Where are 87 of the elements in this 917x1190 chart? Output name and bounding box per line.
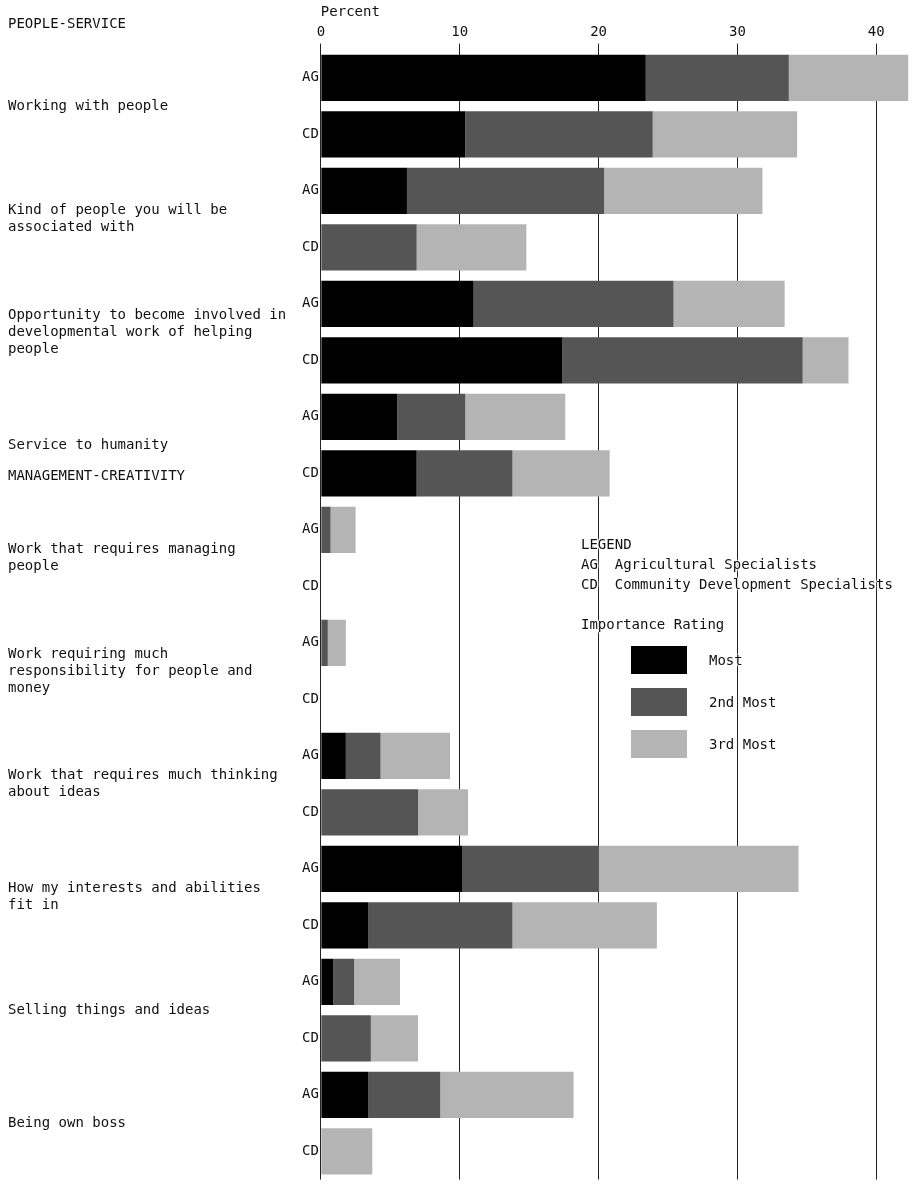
bar [345, 732, 381, 780]
bar [562, 337, 803, 384]
bar [368, 902, 513, 949]
text: Work that requires managing people [8, 540, 236, 574]
y-tick-label: CD [302, 915, 319, 932]
bar [333, 958, 355, 1006]
bar [598, 845, 799, 893]
y-tick-label: AG [302, 1085, 319, 1102]
y-tick-label: CD [302, 463, 319, 480]
bar [321, 1128, 373, 1175]
bar [802, 337, 849, 384]
text: Opportunity to become involved in developmental work of helping people [8, 305, 287, 356]
y-tick-label: CD [302, 689, 319, 706]
bar [321, 789, 419, 836]
bar [321, 450, 417, 497]
bar [330, 506, 356, 554]
bar [512, 450, 610, 497]
y-tick-label: AG [302, 746, 319, 763]
bar [380, 732, 450, 780]
bar [321, 393, 398, 441]
legend-label: 3rd Most [709, 735, 777, 752]
text: Service to humanity [8, 435, 169, 452]
y-tick-label: CD [302, 802, 319, 819]
bar [321, 902, 369, 949]
y-tick-label: AG [302, 859, 319, 876]
bar [321, 280, 474, 328]
text: Being own boss [8, 1113, 127, 1130]
bar [462, 845, 599, 893]
bar [321, 224, 417, 271]
y-tick-label: CD [302, 576, 319, 593]
bar [321, 506, 331, 554]
y-tick-label: AG [302, 972, 319, 989]
bar [321, 111, 466, 158]
bar [416, 224, 527, 271]
bar [327, 619, 346, 667]
bar [465, 111, 653, 158]
text: Work requiring much responsibility for people and money [8, 644, 253, 695]
y-tick-label: AG [302, 68, 319, 85]
legend-label: 2nd Most [709, 693, 777, 710]
bar [321, 619, 328, 667]
x-tick-label: 30 [729, 22, 746, 39]
bar [321, 1015, 371, 1062]
y-tick-label: CD [302, 1141, 319, 1158]
bar [321, 958, 334, 1006]
y-tick-label: AG [302, 294, 319, 311]
bar [321, 54, 646, 102]
text: Work that requires much thinking about ideas [8, 766, 278, 800]
bar [440, 1071, 574, 1119]
bar [354, 958, 401, 1006]
bar [473, 280, 674, 328]
bar [645, 54, 789, 102]
text: Working with people [8, 96, 169, 113]
x-axis-title: Percent [320, 3, 380, 20]
y-tick-label: CD [302, 124, 319, 141]
x-tick-label: 10 [451, 22, 469, 39]
text: Selling things and ideas [8, 1000, 211, 1017]
bar [321, 167, 407, 215]
bar [370, 1015, 419, 1062]
bar [321, 337, 563, 384]
text: Kind of people you will be associated with [8, 201, 228, 235]
bar [397, 393, 466, 441]
bar [416, 450, 513, 497]
bar [652, 111, 798, 158]
text: PEOPLE-SERVICE [8, 14, 127, 31]
bar [321, 1071, 369, 1119]
bar [321, 732, 346, 780]
y-tick-label: AG [302, 181, 319, 198]
y-tick-label: CD [302, 1028, 319, 1045]
x-tick-label: 0 [316, 22, 326, 39]
bar [406, 167, 605, 215]
bar [788, 54, 909, 102]
y-tick-label: AG [302, 407, 319, 424]
bar [673, 280, 785, 328]
x-tick-label: 20 [590, 22, 607, 39]
bar [418, 789, 469, 836]
x-tick-label: 40 [867, 22, 885, 39]
bar [512, 902, 657, 949]
y-tick-label: AG [302, 520, 319, 537]
bar [465, 393, 566, 441]
y-tick-label: CD [302, 237, 319, 254]
text: MANAGEMENT-CREATIVITY [8, 466, 186, 483]
y-tick-label: AG [302, 633, 319, 650]
y-tick-label: CD [302, 350, 319, 367]
bar [321, 845, 463, 893]
bar [604, 167, 763, 215]
bar [368, 1071, 441, 1119]
text: How my interests and abilities fit in [8, 879, 261, 913]
